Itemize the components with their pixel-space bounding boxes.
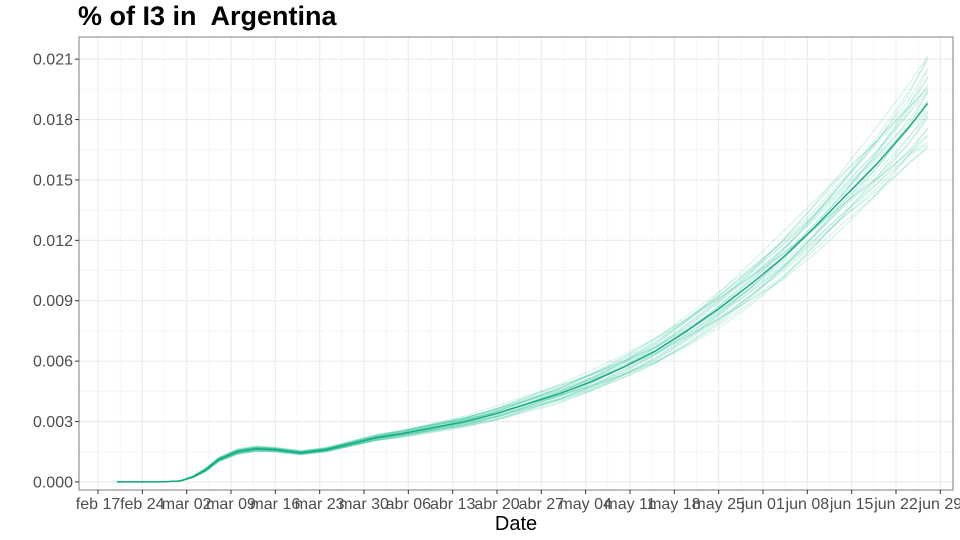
x-tick-label: mar 09	[206, 496, 256, 513]
y-tick-label: 0.006	[33, 354, 73, 371]
ensemble-line	[117, 76, 929, 483]
y-tick-label: 0.000	[33, 474, 73, 491]
ensemble-line	[117, 57, 929, 483]
x-tick-label: feb 17	[76, 496, 121, 513]
ensemble-line	[117, 109, 929, 483]
major-gridlines	[79, 37, 953, 490]
ensemble-line	[117, 59, 929, 483]
x-tick-label: abr 06	[386, 496, 431, 513]
y-tick-label: 0.018	[33, 112, 73, 129]
ensemble-line	[117, 142, 928, 483]
ensemble-line	[117, 134, 929, 483]
ensemble-line	[117, 77, 929, 483]
y-tick-label: 0.012	[33, 233, 73, 250]
ensemble-line	[117, 144, 928, 483]
ensemble-line	[117, 128, 929, 483]
x-tick-label: abr 27	[519, 496, 564, 513]
ensemble-line	[117, 84, 929, 483]
ensemble-line	[117, 102, 929, 483]
y-tick-label: 0.021	[33, 52, 73, 69]
x-tick-label: may 11	[604, 496, 655, 513]
ensemble-line	[117, 127, 929, 483]
x-tick-label: jun 22	[873, 496, 918, 513]
x-tick-label: mar 16	[250, 496, 300, 513]
x-tick-label: mar 30	[339, 496, 389, 513]
ensemble-line	[117, 100, 929, 483]
ensemble-line	[117, 92, 929, 483]
x-tick-label: jun 08	[785, 496, 830, 513]
ensemble-line	[117, 115, 929, 483]
ensemble-lines	[117, 56, 929, 483]
ensemble-line	[117, 115, 929, 483]
x-tick-label: abr 20	[474, 496, 519, 513]
y-axis: 0.000 0.003 0.006 0.009 0.012 0.015 0.018 0.021	[33, 52, 79, 491]
ensemble-line	[117, 146, 929, 483]
minor-gridlines	[79, 37, 953, 490]
series-line	[117, 102, 929, 483]
x-tick-label: may 04	[559, 496, 612, 513]
x-tick-label: jun 15	[829, 496, 874, 513]
x-tick-label: may 25	[692, 496, 745, 513]
y-tick-label: 0.015	[33, 172, 73, 189]
ensemble-line	[117, 147, 929, 483]
ensemble-line	[117, 56, 929, 483]
x-tick-label: jun 29	[918, 496, 960, 513]
ensemble-line	[117, 70, 929, 483]
x-tick-label: may 18	[648, 496, 701, 513]
ensemble-line	[117, 68, 929, 483]
ensemble-line	[117, 135, 929, 483]
y-tick-label: 0.009	[33, 293, 73, 310]
ensemble-line	[117, 91, 929, 483]
x-tick-label: jun 01	[740, 496, 785, 513]
ensemble-line	[117, 111, 929, 483]
ensemble-line	[117, 88, 929, 483]
x-tick-label: abr 13	[430, 496, 475, 513]
ensemble-line	[117, 86, 929, 483]
panel-border	[78, 36, 954, 491]
x-axis-title: Date	[495, 513, 537, 535]
x-tick-label: feb 24	[120, 496, 165, 513]
main-series	[117, 102, 929, 483]
y-tick-label: 0.003	[33, 414, 73, 431]
chart-title: % of I3 in Argentina	[78, 1, 337, 31]
x-tick-label: mar 23	[295, 496, 345, 513]
ensemble-line	[117, 101, 929, 483]
x-tick-label: mar 02	[162, 496, 212, 513]
ensemble-line	[117, 112, 929, 483]
